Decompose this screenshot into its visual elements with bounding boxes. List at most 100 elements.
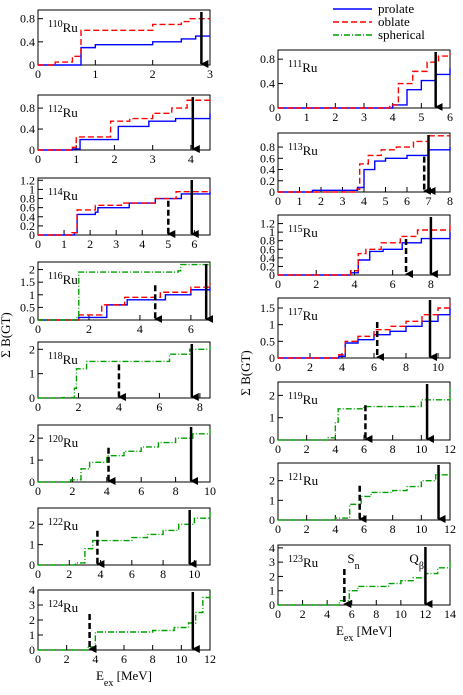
x-tick-label: 10 [175,652,187,666]
y-tick-label: 0.4 [260,77,275,91]
y-tick-label: 2 [29,263,35,277]
nucleus-label: 118Ru [48,351,78,368]
x-tick-label: 0 [35,652,41,666]
nucleus-label: 114Ru [48,187,78,204]
step-line [38,17,210,66]
y-tick-label: 1 [29,288,35,302]
y-tick-label: 0.5 [20,300,35,314]
y-tick-label: 0 [269,351,275,365]
y-tick-label: 4 [29,583,35,597]
x-tick-label: 6 [121,652,127,666]
panel: 0 2 4 6 8 0 1 2 118Ru [29,341,211,414]
mass-number: 120 [48,434,63,445]
x-tick-label: 2 [313,277,319,291]
x-tick-label: 6 [188,322,194,336]
x-tick-label: 2 [304,442,310,456]
mass-number: 117 [288,307,303,318]
x-tick-label: 10 [204,484,216,498]
x-axis-label: Eex [MeV] [96,668,152,689]
step-line [278,560,451,606]
sn-label: Sn [347,551,359,572]
plot-frame [37,589,211,651]
y-tick-label: 0 [29,228,35,242]
element-symbol: Ru [63,600,79,615]
x-tick-label: 2 [150,67,156,81]
plot-frame [277,544,451,606]
y-tick-label: 0.8 [20,192,35,206]
y-tick-label: 1 [269,411,275,425]
x-tick-label: 12 [444,522,456,536]
x-tick-label: 12 [419,607,431,621]
step-line [38,512,211,566]
y-tick-label: 0 [269,268,275,282]
y-tick-label: 0.2 [20,219,35,233]
y-tick-label: 0.4 [20,35,35,49]
x-tick-label: 0 [275,607,281,621]
x-tick-label: 2 [87,237,93,251]
element-symbol: Ru [303,473,319,488]
y-tick-label: 2 [29,342,35,356]
y-tick-label: 1 [29,538,35,552]
x-tick-label: 3 [340,194,346,208]
x-tick-label: 5 [165,237,171,251]
y-tick-label: 0 [269,598,275,612]
x-tick-label: 6 [361,442,367,456]
x-tick-label: 14 [444,607,456,621]
y-tick-label: 0 [29,391,35,405]
mass-number: 118 [48,351,63,362]
nucleus-label: 115Ru [288,224,318,241]
x-tick-label: 4 [92,652,98,666]
x-tick-label: 8 [160,567,166,581]
x-tick-label: 0 [35,322,41,336]
step-line [38,346,211,399]
x-tick-label: 6 [404,194,410,208]
x-tick-label: 2 [307,360,313,374]
x-tick-label: 4 [137,322,143,336]
x-tick-label: 8 [403,360,409,374]
plot-frame [37,9,211,66]
x-axis-label: Eex [MeV] [336,623,392,644]
element-symbol: Ru [63,20,79,35]
x-tick-label: 4 [116,400,122,414]
y-tick-label: 0.4 [20,122,35,136]
y-tick-label: 2 [269,569,275,583]
y-tick-label: 0 [269,513,275,527]
x-tick-label: 10 [188,567,200,581]
x-axis-label-sub: ex [104,678,113,689]
x-tick-label: 5 [383,194,389,208]
plot-frame [277,381,451,441]
x-tick-label: 3 [207,67,213,81]
x-tick-label: 0 [35,237,41,251]
step-line [38,429,211,483]
x-tick-label: 0 [275,442,281,456]
x-tick-label: 4 [339,360,345,374]
panel: 0 1 2 3 4 5 6 7 8 00.20.40.60.8 113Ru [260,132,453,208]
step-line [278,53,451,109]
mass-number: 116 [48,271,63,282]
x-tick-label: 8 [390,442,396,456]
mass-number: 111 [288,59,302,70]
legend-label: spherical [378,27,425,42]
x-tick-label: 0 [35,400,41,414]
mass-number: 114 [48,187,63,198]
mass-number: 113 [288,142,303,153]
y-axis-label: Σ B(GT) [0,312,13,357]
sn-label-sub: n [355,561,360,572]
x-tick-label: 4 [188,152,194,166]
element-symbol: Ru [63,272,79,287]
element-symbol: Ru [303,308,319,323]
element-symbol: Ru [63,352,79,367]
mass-number: 121 [288,472,303,483]
nucleus-label: 111Ru [288,59,318,76]
x-tick-label: 2 [69,484,75,498]
x-tick-label: 2 [86,322,92,336]
x-tick-label: 4 [324,607,330,621]
x-tick-label: 6 [129,567,135,581]
y-tick-label: 0 [269,433,275,447]
nucleus-label: 113Ru [288,142,318,159]
y-tick-label: 2 [269,474,275,488]
x-tick-label: 2 [332,110,338,124]
